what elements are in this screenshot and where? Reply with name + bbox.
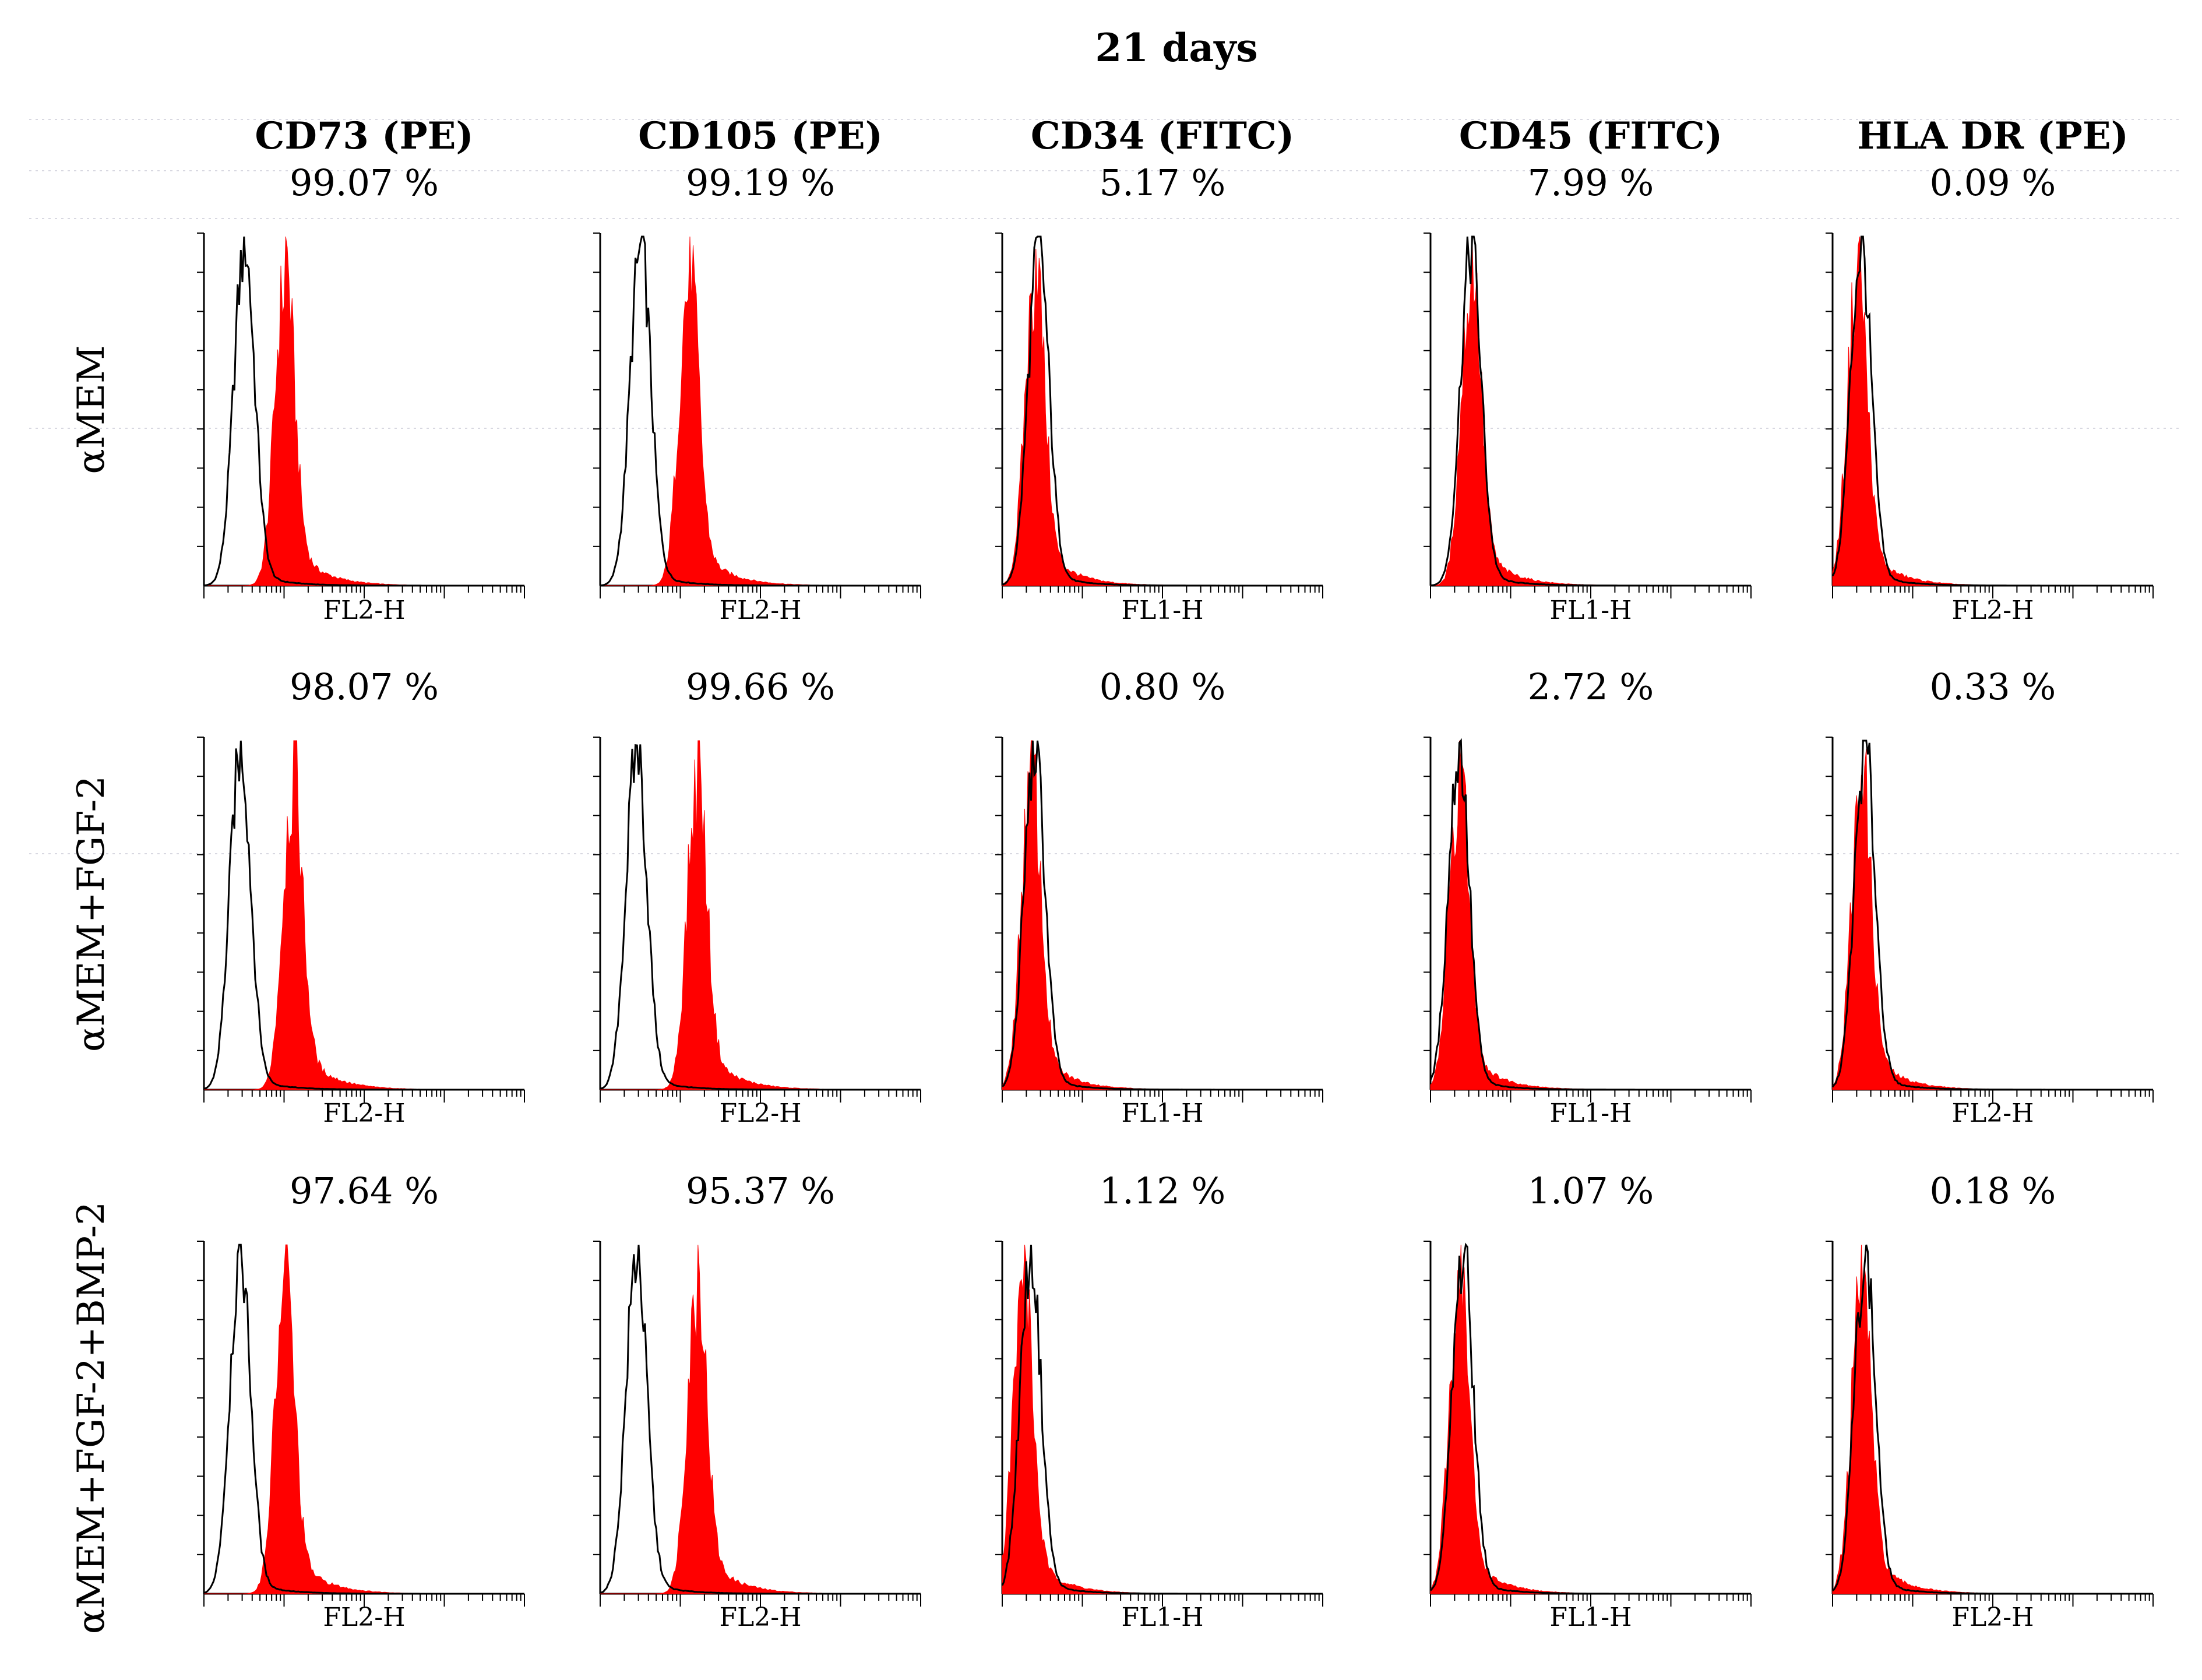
row-label: αMEM+FGF-2+BMP-2 — [70, 1202, 113, 1634]
histogram-panel: 1.07 % FL1-H — [1424, 1170, 1752, 1632]
percentage-label: 99.66 % — [686, 665, 835, 708]
column-header: CD105 (PE) — [638, 114, 883, 158]
stained-sample-histogram — [1832, 1245, 2153, 1594]
isotype-control-histogram — [600, 744, 921, 1091]
percentage-label: 99.19 % — [686, 161, 835, 204]
row-label: αMEM+FGF-2 — [70, 776, 113, 1052]
isotype-control-histogram — [1002, 740, 1323, 1091]
percentage-label: 0.18 % — [1930, 1170, 2056, 1212]
channel-label: FL1-H — [1550, 596, 1632, 625]
channel-label: FL2-H — [720, 1602, 802, 1632]
percentage-label: 0.33 % — [1930, 665, 2056, 708]
percentage-label: 2.72 % — [1528, 665, 1654, 708]
isotype-control-histogram — [1831, 739, 2153, 1091]
isotype-control-histogram — [203, 1244, 524, 1595]
channel-label: FL2-H — [1952, 1602, 2034, 1632]
stained-sample-histogram — [1832, 236, 2153, 586]
isotype-control-histogram — [600, 1245, 921, 1595]
histogram-panel: 99.66 % FL2-H — [593, 665, 921, 1128]
channel-label: FL2-H — [720, 596, 802, 625]
percentage-label: 0.80 % — [1100, 665, 1226, 708]
channel-label: FL2-H — [1952, 1098, 2034, 1128]
histogram-panel: 5.17 % FL1-H — [995, 161, 1323, 625]
stained-sample-histogram — [600, 236, 921, 586]
isotype-control-histogram — [1831, 235, 2153, 587]
histogram-panel: 95.37 % FL2-H — [593, 1170, 921, 1632]
column-header: CD34 (FITC) — [1031, 114, 1294, 158]
channel-label: FL1-H — [1122, 1602, 1204, 1632]
channel-label: FL1-H — [1122, 1098, 1204, 1128]
stained-sample-histogram — [1430, 236, 1751, 586]
percentage-label: 0.09 % — [1930, 161, 2056, 204]
histogram-panel: 97.64 % FL2-H — [197, 1170, 525, 1632]
percentage-label: 98.07 % — [290, 665, 439, 708]
isotype-control-histogram — [1001, 1245, 1323, 1595]
isotype-control-histogram — [1429, 738, 1751, 1091]
stained-sample-histogram — [1430, 1245, 1751, 1594]
isotype-control-histogram — [600, 235, 921, 587]
figure-title: 21 days — [1095, 25, 1257, 71]
histogram-panel: 0.18 % FL2-H — [1826, 1170, 2154, 1632]
row-label: αMEM — [70, 346, 113, 474]
stained-sample-histogram — [1430, 740, 1751, 1090]
channel-label: FL1-H — [1550, 1602, 1632, 1632]
percentage-label: 1.12 % — [1100, 1170, 1226, 1212]
stained-sample-histogram — [1832, 749, 2153, 1090]
channel-label: FL1-H — [1550, 1098, 1632, 1128]
channel-label: FL2-H — [323, 1602, 406, 1632]
percentage-label: 97.64 % — [290, 1170, 439, 1212]
histogram-panel: 99.19 % FL2-H — [593, 161, 921, 625]
histogram-panel: 7.99 % FL1-H — [1424, 161, 1752, 625]
isotype-control-histogram — [203, 236, 524, 587]
column-header: CD73 (PE) — [255, 114, 473, 158]
channel-label: FL2-H — [323, 1098, 406, 1128]
percentage-label: 95.37 % — [686, 1170, 835, 1212]
isotype-control-histogram — [1832, 1244, 2153, 1595]
channel-label: FL1-H — [1122, 596, 1204, 625]
isotype-control-histogram — [1429, 1242, 1751, 1595]
histogram-panel: 1.12 % FL1-H — [995, 1170, 1323, 1632]
histogram-panel: 99.07 % FL2-H — [197, 161, 525, 625]
channel-label: FL2-H — [720, 1098, 802, 1128]
histogram-panel: 2.72 % FL1-H — [1424, 665, 1752, 1128]
channel-label: FL2-H — [1952, 596, 2034, 625]
channel-label: FL2-H — [323, 596, 406, 625]
percentage-label: 7.99 % — [1528, 161, 1654, 204]
percentage-label: 5.17 % — [1100, 161, 1226, 204]
histogram-panel: 0.80 % FL1-H — [995, 665, 1323, 1128]
isotype-control-histogram — [203, 740, 524, 1091]
percentage-label: 99.07 % — [290, 161, 439, 204]
stained-sample-histogram — [1002, 740, 1323, 1090]
histogram-panel: 0.09 % FL2-H — [1826, 161, 2154, 625]
histogram-panel: 98.07 % FL2-H — [197, 665, 525, 1128]
isotype-control-histogram — [1430, 235, 1751, 587]
percentage-label: 1.07 % — [1528, 1170, 1654, 1212]
column-header: HLA DR (PE) — [1857, 114, 2129, 158]
histogram-panel: 0.33 % FL2-H — [1826, 665, 2154, 1128]
isotype-control-histogram — [1002, 235, 1323, 587]
stained-sample-histogram — [204, 236, 524, 586]
column-header: CD45 (FITC) — [1459, 114, 1722, 158]
